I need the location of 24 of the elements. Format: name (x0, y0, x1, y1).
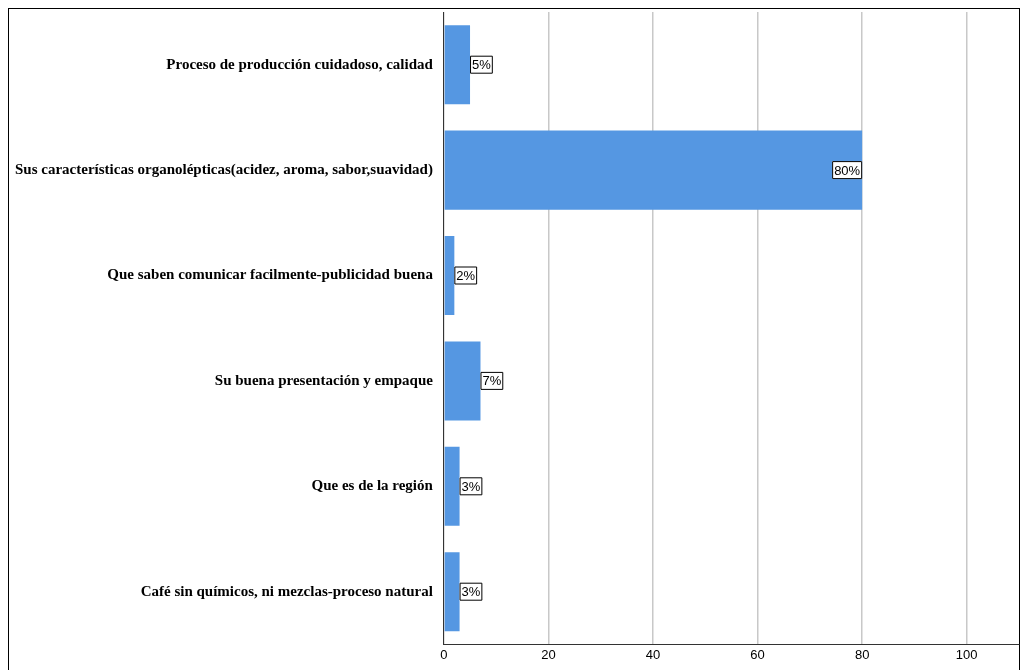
x-tick-label: 40 (645, 646, 661, 662)
y-tick-label: Su buena presentación y empaque (214, 371, 434, 388)
data-label: 3% (461, 584, 481, 600)
bar (444, 25, 471, 105)
bar (444, 130, 863, 210)
bar (444, 552, 460, 632)
bar (444, 235, 455, 316)
x-tick-label: 100 (955, 646, 978, 662)
data-label: 5% (472, 57, 492, 73)
data-label: 7% (482, 373, 502, 389)
bar (444, 341, 481, 421)
y-tick-label: Que es de la región (311, 477, 434, 494)
y-tick-label: Que saben comunicar facilmente-publicidad buena (107, 266, 434, 283)
data-label: 2% (456, 268, 476, 284)
data-label: 80% (834, 162, 861, 178)
x-tick-label: 0 (440, 646, 448, 662)
x-tick-label: 20 (541, 646, 556, 662)
y-tick-label: Café sin químicos, ni mezclas-proceso natural (140, 582, 433, 599)
y-tick-label: Proceso de producción cuidadoso, calidad (166, 55, 434, 72)
bar (444, 446, 460, 526)
data-label: 3% (461, 478, 481, 494)
y-tick-label: Sus características organolépticas(acidez, aroma, sabor,suavidad) (15, 160, 433, 178)
x-tick-label: 60 (750, 646, 765, 662)
x-tick-label: 80 (854, 646, 870, 662)
